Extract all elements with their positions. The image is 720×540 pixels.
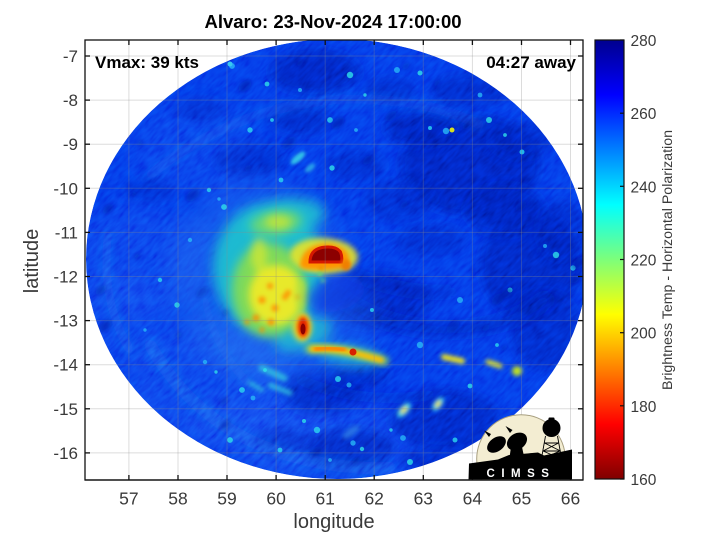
svg-text:Brightness Temp - Horizontal P: Brightness Temp - Horizontal Polarizatio… — [660, 130, 676, 390]
svg-text:65: 65 — [512, 489, 531, 509]
svg-text:180: 180 — [631, 399, 657, 416]
svg-text:63: 63 — [414, 489, 433, 509]
svg-text:Alvaro: 23-Nov-2024 17:00:00: Alvaro: 23-Nov-2024 17:00:00 — [204, 11, 461, 32]
svg-text:longitude: longitude — [293, 511, 374, 533]
svg-text:59: 59 — [217, 489, 236, 509]
svg-text:-8: -8 — [63, 91, 78, 110]
svg-text:-11: -11 — [55, 223, 78, 242]
svg-text:200: 200 — [631, 326, 657, 343]
svg-text:66: 66 — [561, 489, 580, 509]
svg-text:CIMSS: CIMSS — [487, 468, 556, 480]
svg-text:58: 58 — [168, 489, 187, 509]
svg-text:-16: -16 — [53, 444, 78, 463]
svg-text:62: 62 — [364, 489, 383, 509]
svg-text:latitude: latitude — [21, 229, 43, 294]
svg-text:Vmax: 39 kts: Vmax: 39 kts — [95, 53, 199, 72]
svg-text:220: 220 — [631, 253, 657, 270]
svg-text:60: 60 — [266, 489, 286, 509]
svg-text:260: 260 — [631, 106, 657, 123]
svg-text:57: 57 — [119, 489, 138, 509]
svg-text:160: 160 — [631, 472, 657, 489]
svg-text:280: 280 — [631, 33, 657, 50]
svg-text:64: 64 — [463, 489, 483, 509]
svg-text:-9: -9 — [63, 135, 78, 154]
svg-text:-13: -13 — [53, 312, 78, 331]
svg-text:-10: -10 — [53, 179, 78, 198]
svg-text:-7: -7 — [63, 47, 78, 66]
svg-text:61: 61 — [315, 489, 334, 509]
svg-text:-14: -14 — [53, 356, 78, 375]
svg-text:-12: -12 — [53, 268, 78, 287]
svg-text:04:27 away: 04:27 away — [486, 53, 576, 72]
svg-text:240: 240 — [631, 179, 657, 196]
svg-text:-15: -15 — [53, 400, 78, 419]
